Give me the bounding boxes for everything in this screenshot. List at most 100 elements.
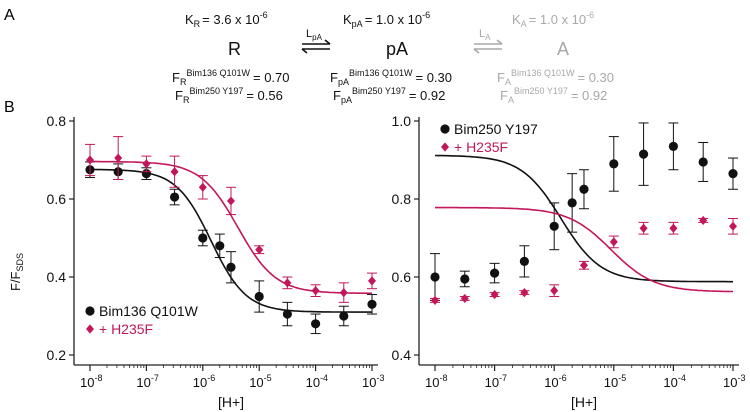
left-data-point xyxy=(367,299,377,309)
right-x-tick-label: 10-8 xyxy=(425,373,447,390)
right-data-point xyxy=(638,149,649,159)
left-data-point xyxy=(368,276,376,286)
right-legend-label: Bim250 Y197 xyxy=(454,121,538,137)
right-x-tick-label: 10-6 xyxy=(544,373,566,390)
right-x-tick-label: 10-5 xyxy=(604,373,626,390)
right-data-point xyxy=(550,286,559,296)
right-x-tick-label: 10-3 xyxy=(723,373,745,390)
right-data-point xyxy=(699,215,708,226)
equilibrium-arrow-faded-back-icon xyxy=(473,48,502,54)
chart-left: 0.2 0.4 0.6 0.8 10-8 10-7 10-6 10-5 10-4 10-3 [H+]… xyxy=(47,113,385,410)
left-x-axis-label: [H+] xyxy=(218,394,244,410)
left-data-point xyxy=(169,192,180,202)
right-legend-marker xyxy=(441,142,449,152)
right-data-point xyxy=(609,237,618,247)
left-data-point xyxy=(114,153,123,163)
scheme-state-pa: KpA = 1.0 x 10-6 pA FpABim136 Q101W = 0.30… xyxy=(330,10,452,105)
right-data-point xyxy=(567,198,577,208)
left-x-tick-label: 10-3 xyxy=(362,373,384,390)
right-y-tick-label: 0.6 xyxy=(392,269,412,285)
right-y-tick-label: 1.0 xyxy=(392,113,412,129)
right-data-point xyxy=(579,260,588,270)
f-pa-row-2: FpABim250 Y197 = 0.92 xyxy=(333,86,445,105)
right-data-point xyxy=(460,293,469,304)
state-a-label: A xyxy=(557,39,569,59)
state-pa-label: pA xyxy=(386,39,408,59)
left-fit-curve-1 xyxy=(90,160,372,295)
left-x-tick-label: 10-6 xyxy=(193,373,215,390)
left-legend-label: Bim136 Q101W xyxy=(99,303,199,319)
left-data-point xyxy=(215,241,225,251)
left-legend-marker xyxy=(86,324,94,334)
left-data-point xyxy=(226,262,236,272)
right-x-axis-label: [H+] xyxy=(571,394,597,410)
equilibrium-arrow-faded-icon xyxy=(474,39,503,45)
left-legend-label: + H235F xyxy=(99,321,153,337)
transition-lpa-label: LpA xyxy=(306,28,323,42)
right-fit-curve-1 xyxy=(435,206,733,293)
right-data-point xyxy=(668,141,679,151)
right-y-tick-label: 0.8 xyxy=(392,191,412,207)
right-x-tick-label: 10-4 xyxy=(663,373,685,390)
left-data-point xyxy=(283,278,292,288)
right-data-point xyxy=(490,268,500,278)
right-data-point xyxy=(549,221,559,231)
left-y-tick-label: 0.4 xyxy=(47,269,67,285)
left-data-point xyxy=(311,319,321,329)
left-data-point xyxy=(311,286,320,296)
right-data-point xyxy=(639,223,648,233)
right-data-point xyxy=(520,288,529,298)
left-data-point xyxy=(339,288,348,298)
right-data-point xyxy=(698,157,708,167)
right-data-point xyxy=(490,289,499,300)
right-legend-marker xyxy=(440,124,450,134)
right-data-point xyxy=(609,159,619,169)
f-r-row-2: FRBim250 Y197 = 0.56 xyxy=(175,86,283,105)
left-y-tick-label: 0.6 xyxy=(47,191,67,207)
right-data-point xyxy=(430,272,440,282)
scheme-state-a: KA = 1.0 x 10-6 A FABim136 Q101W = 0.30 FA… xyxy=(497,10,614,105)
left-legend-marker xyxy=(85,306,95,316)
k-r-text: KR = 3.6 x 10-6 xyxy=(185,10,268,29)
left-data-point xyxy=(198,182,207,192)
right-data-point xyxy=(431,295,439,305)
left-x-tick-label: 10-5 xyxy=(249,373,271,390)
f-a-row-1: FABim136 Q101W = 0.30 xyxy=(497,68,614,87)
panel-label-b: B xyxy=(4,99,15,116)
right-data-point xyxy=(460,274,470,284)
right-x-tick-label: 10-7 xyxy=(485,373,507,390)
left-data-point xyxy=(282,309,292,319)
f-pa-row-1: FpABim136 Q101W = 0.30 xyxy=(330,68,452,87)
left-data-point xyxy=(226,196,235,206)
scheme-state-r: KR = 3.6 x 10-6 R FRBim136 Q101W = 0.70 FR… xyxy=(172,10,290,105)
left-y-tick-label: 0.8 xyxy=(47,113,67,129)
left-x-tick-label: 10-4 xyxy=(306,373,328,390)
transition-la: LA xyxy=(473,28,503,54)
state-r-label: R xyxy=(228,39,241,59)
panel-label-a: A xyxy=(4,7,15,24)
right-data-point xyxy=(669,223,678,233)
right-data-point xyxy=(729,221,737,231)
equilibrium-arrow-back-icon xyxy=(301,48,330,54)
f-r-row-1: FRBim136 Q101W = 0.70 xyxy=(172,68,290,87)
right-data-point xyxy=(519,256,529,266)
k-pa-text: KpA = 1.0 x 10-6 xyxy=(343,10,430,29)
right-data-point xyxy=(579,184,589,194)
f-a-row-2: FABim250 Y197 = 0.92 xyxy=(500,86,607,105)
right-y-tick-label: 0.4 xyxy=(392,347,412,363)
transition-la-label: LA xyxy=(479,28,491,42)
left-data-point xyxy=(198,233,208,243)
right-legend-label: + H235F xyxy=(454,139,508,155)
left-x-tick-label: 10-8 xyxy=(80,373,102,390)
k-a-text: KA = 1.0 x 10-6 xyxy=(512,10,594,29)
chart-right: 0.4 0.6 0.8 1.0 10-8 10-7 10-6 10-5 10-4 10-3 [H+]… xyxy=(392,113,746,410)
right-fit-curve-0 xyxy=(434,154,733,283)
left-y-tick-label: 0.2 xyxy=(47,347,67,363)
equilibrium-arrow-icon xyxy=(302,39,331,45)
left-data-point xyxy=(86,155,94,165)
transition-lpa: LpA xyxy=(301,28,331,54)
left-data-point xyxy=(255,245,264,255)
left-x-tick-label: 10-7 xyxy=(136,373,158,390)
left-data-point xyxy=(339,311,349,321)
